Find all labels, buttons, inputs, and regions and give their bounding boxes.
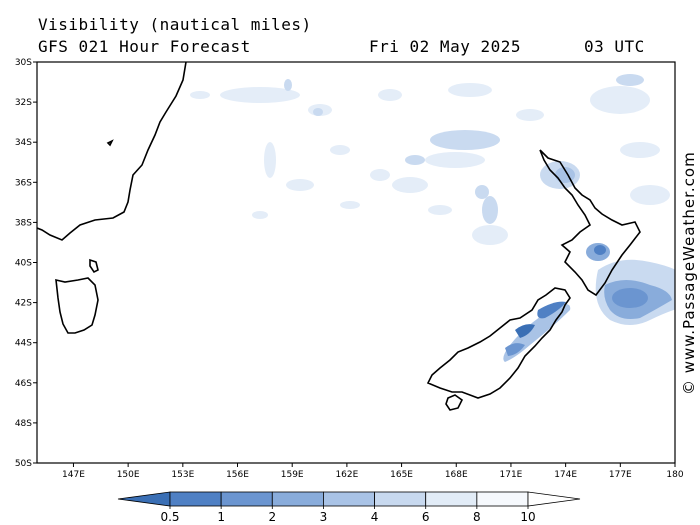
lat-tick-label: 42S [15,299,32,309]
lon-tick-label: 171E [500,470,523,480]
map-frame [36,61,676,464]
lat-tick-label: 50S [15,459,32,469]
lat-tick-label: 40S [15,259,32,269]
legend-swatch [425,491,478,507]
legend-label: 8 [473,510,481,524]
lat-tick-label: 32S [15,98,32,108]
lat-tick-label: 48S [15,419,32,429]
lat-tick-label: 30S [15,58,32,68]
lat-tick-label: 36S [15,178,32,188]
lon-tick-label: 177E [609,470,632,480]
lon-tick-label: 156E [226,470,249,480]
legend-swatch [220,491,273,507]
map-title: Visibility (nautical miles) [38,15,312,34]
lon-tick-label: 168E [445,470,468,480]
legend-label: 6 [422,510,430,524]
legend-swatch [323,491,375,507]
longitude-axis: 147E 150E 153E 156E 159E 162E 165E 168E 171E 174E… [62,463,684,480]
legend-label: 0.5 [160,510,179,524]
lat-tick-label: 44S [15,339,32,349]
latitude-axis: 30S 32S 34S 36S 38S 40S 42S 44S 46S 48S 50S [15,58,37,469]
legend-label: 2 [268,510,276,524]
lon-tick-label: 150E [117,470,140,480]
site-credit: © www.PassageWeather.com [680,151,698,395]
legend-label: 4 [371,510,379,524]
lon-tick-label: 165E [390,470,413,480]
lat-tick-label: 34S [15,138,32,148]
legend-swatch-high [527,491,581,507]
lon-tick-label: 174E [554,470,577,480]
visibility-shading [190,74,675,362]
legend-label: 10 [520,510,535,524]
legend-swatch [374,491,427,507]
coastlines [37,62,641,411]
lon-tick-label: 159E [281,470,304,480]
forecast-time: 03 UTC [584,37,645,56]
lat-tick-label: 46S [15,379,32,389]
visibility-legend: 0.5 1 2 3 4 6 8 10 [117,491,581,524]
lon-tick-label: 153E [171,470,194,480]
legend-label: 3 [320,510,328,524]
forecast-model: GFS 021 Hour Forecast [38,37,251,56]
legend-swatch [169,491,222,507]
legend-label: 1 [217,510,225,524]
legend-swatch [271,491,324,507]
forecast-date: Fri 02 May 2025 [369,37,521,56]
legend-swatch-low [117,491,171,507]
lon-tick-label: 147E [62,470,85,480]
lon-tick-label: 180 [666,470,683,480]
lon-tick-label: 162E [335,470,358,480]
legend-swatch [476,491,529,507]
lat-tick-label: 38S [15,218,32,228]
